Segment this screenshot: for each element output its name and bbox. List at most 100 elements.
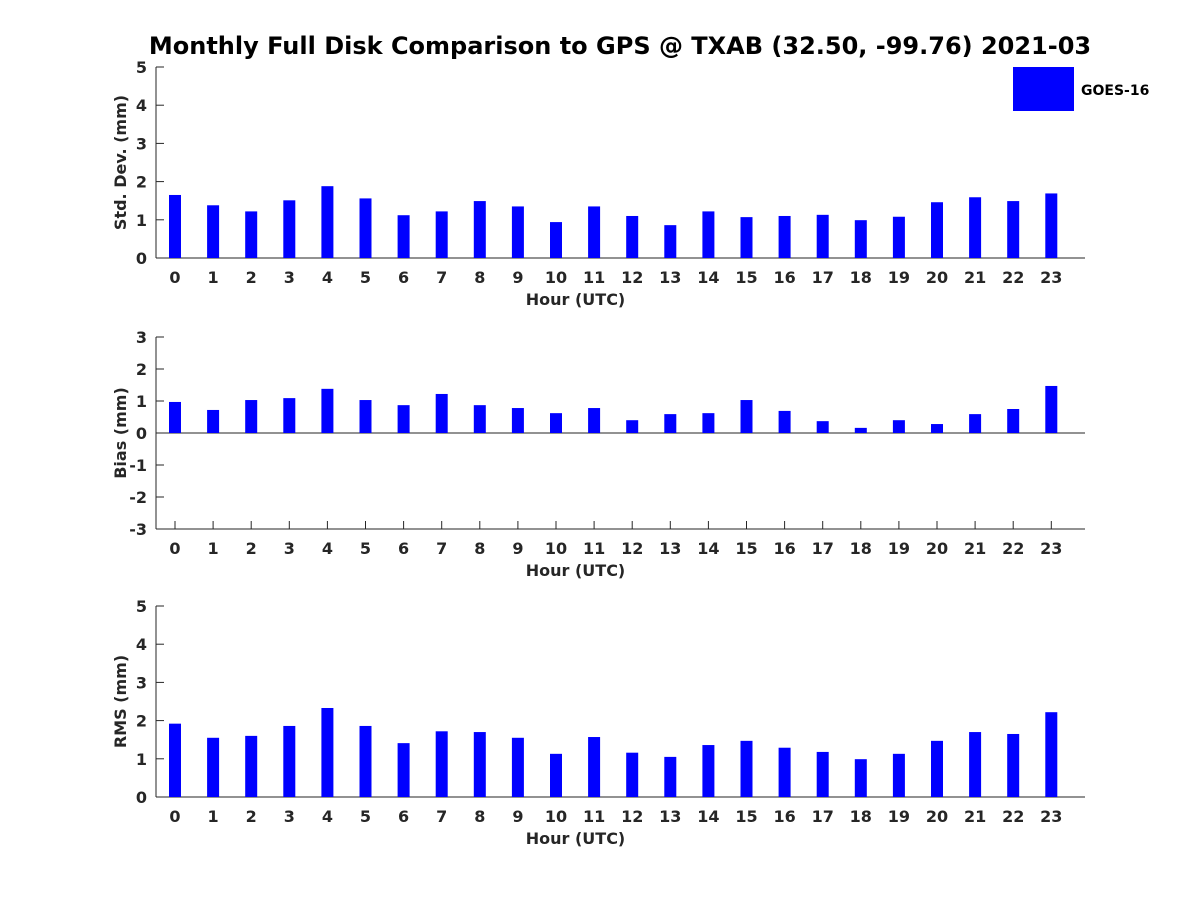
x-tick-label: 11 — [583, 539, 605, 558]
x-tick-label: 18 — [850, 807, 872, 826]
legend-label: GOES-16 — [1081, 83, 1149, 99]
bar-hour-1 — [207, 409, 220, 433]
bar-hour-9 — [511, 737, 524, 797]
y-tick-label: 0 — [136, 424, 147, 443]
x-tick-label: 23 — [1040, 539, 1062, 558]
x-tick-label: 9 — [512, 268, 523, 287]
y-tick-label: 0 — [136, 788, 147, 807]
x-tick-label: 18 — [850, 539, 872, 558]
y-tick-label: 4 — [136, 96, 147, 115]
bar-hour-5 — [359, 198, 372, 258]
bar-hour-13 — [664, 756, 677, 797]
x-tick-label: 22 — [1002, 268, 1024, 287]
x-tick-label: 0 — [169, 807, 180, 826]
x-tick-label: 6 — [398, 539, 409, 558]
bar-hour-19 — [892, 420, 905, 433]
bar-hour-19 — [892, 216, 905, 258]
bar-hour-3 — [283, 200, 296, 258]
bar-hour-0 — [169, 723, 181, 797]
bar-hour-14 — [702, 211, 715, 258]
bar-hour-22 — [1007, 409, 1020, 433]
x-tick-label: 21 — [964, 807, 986, 826]
y-tick-label: -2 — [129, 488, 147, 507]
bar-hour-20 — [931, 740, 943, 797]
bar-hour-21 — [969, 197, 982, 258]
bar-hour-9 — [511, 408, 524, 433]
y-tick-label: 2 — [136, 712, 147, 731]
bar-hour-15 — [740, 217, 753, 258]
x-tick-label: 10 — [545, 539, 567, 558]
bar-hour-1 — [207, 205, 220, 258]
bar-hour-7 — [435, 731, 448, 797]
y-tick-label: -1 — [129, 456, 147, 475]
bar-hour-0 — [169, 194, 181, 258]
y-tick-label: 1 — [136, 211, 147, 230]
y-tick-label: 0 — [136, 249, 147, 268]
x-tick-label: 21 — [964, 539, 986, 558]
x-tick-label: 17 — [812, 539, 834, 558]
x-tick-label: 20 — [926, 539, 948, 558]
x-tick-label: 16 — [773, 807, 795, 826]
x-tick-label: 0 — [169, 268, 180, 287]
x-tick-label: 7 — [436, 268, 447, 287]
x-tick-label: 8 — [474, 539, 485, 558]
x-tick-label: 0 — [169, 539, 180, 558]
bar-hour-20 — [931, 424, 943, 433]
x-tick-label: 23 — [1040, 268, 1062, 287]
x-tick-label: 14 — [697, 539, 719, 558]
y-axis-label: RMS (mm) — [111, 655, 130, 748]
x-tick-label: 9 — [512, 807, 523, 826]
bar-hour-19 — [892, 753, 905, 797]
y-tick-label: 1 — [136, 392, 147, 411]
x-tick-label: 6 — [398, 807, 409, 826]
x-tick-label: 5 — [360, 268, 371, 287]
x-tick-label: 8 — [474, 268, 485, 287]
x-tick-label: 10 — [545, 807, 567, 826]
bar-hour-22 — [1007, 201, 1020, 258]
y-tick-label: 1 — [136, 750, 147, 769]
bar-hour-7 — [435, 211, 448, 258]
bar-hour-1 — [207, 737, 220, 797]
bar-hour-9 — [511, 206, 524, 258]
x-tick-label: 15 — [735, 539, 757, 558]
bar-hour-11 — [588, 408, 601, 433]
bar-hour-13 — [664, 414, 677, 433]
x-tick-label: 13 — [659, 268, 681, 287]
bar-hour-10 — [550, 753, 562, 797]
bar-hour-11 — [588, 206, 601, 258]
x-tick-label: 17 — [812, 268, 834, 287]
y-tick-label: 4 — [136, 635, 147, 654]
y-tick-label: -3 — [129, 520, 147, 539]
y-tick-label: 5 — [136, 58, 147, 77]
bar-hour-12 — [626, 215, 639, 258]
x-tick-label: 10 — [545, 268, 567, 287]
x-tick-label: 12 — [621, 268, 643, 287]
bar-hour-8 — [473, 201, 486, 258]
x-tick-label: 14 — [697, 268, 719, 287]
y-tick-label: 5 — [136, 597, 147, 616]
x-axis-label: Hour (UTC) — [526, 290, 626, 309]
bar-hour-12 — [626, 752, 639, 797]
chart-title: Monthly Full Disk Comparison to GPS @ TX… — [149, 32, 1091, 60]
x-tick-label: 2 — [246, 539, 257, 558]
x-tick-label: 1 — [208, 807, 219, 826]
bar-hour-23 — [1045, 712, 1058, 797]
x-tick-label: 18 — [850, 268, 872, 287]
bar-hour-12 — [626, 420, 639, 433]
y-tick-label: 3 — [136, 328, 147, 347]
bar-hour-18 — [854, 427, 867, 433]
bar-hour-15 — [740, 400, 753, 433]
bar-hour-23 — [1045, 385, 1058, 433]
x-tick-label: 4 — [322, 539, 333, 558]
bar-hour-17 — [816, 751, 829, 797]
x-tick-label: 13 — [659, 539, 681, 558]
x-tick-label: 21 — [964, 268, 986, 287]
bar-hour-10 — [550, 413, 562, 433]
bar-hour-22 — [1007, 733, 1020, 797]
bar-hour-11 — [588, 737, 601, 797]
bar-hour-23 — [1045, 193, 1058, 258]
y-tick-label: 3 — [136, 134, 147, 153]
x-tick-label: 5 — [360, 539, 371, 558]
